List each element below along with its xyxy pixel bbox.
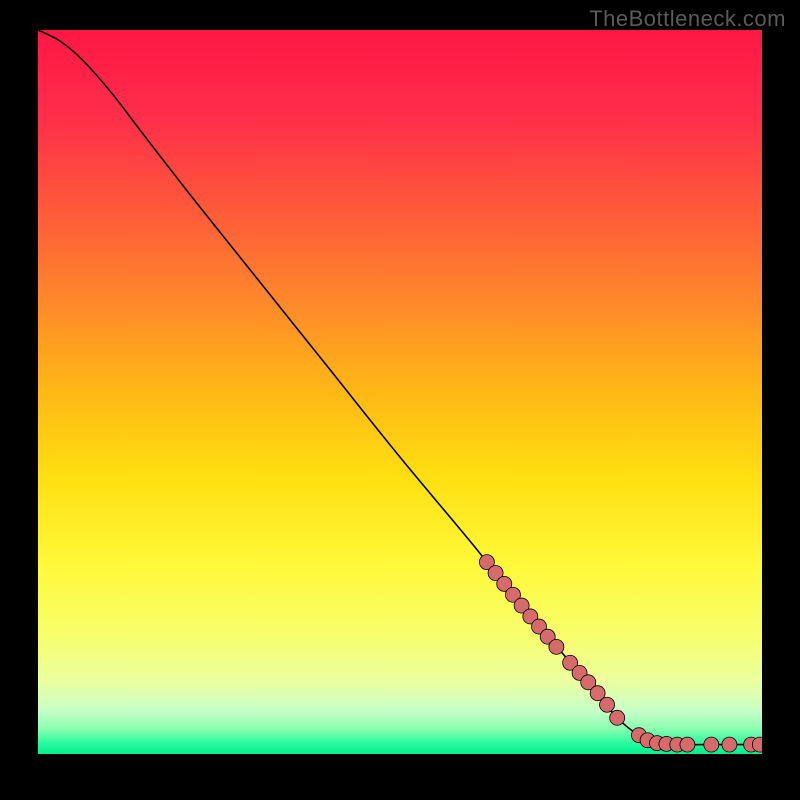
data-marker: [680, 737, 695, 752]
data-marker: [610, 710, 625, 725]
data-marker: [600, 697, 615, 712]
data-marker: [549, 639, 564, 654]
data-marker: [704, 737, 719, 752]
chart-svg: [38, 30, 762, 754]
watermark-label: TheBottleneck.com: [589, 6, 786, 32]
chart-plot-area: [38, 30, 762, 754]
data-marker: [722, 737, 737, 752]
